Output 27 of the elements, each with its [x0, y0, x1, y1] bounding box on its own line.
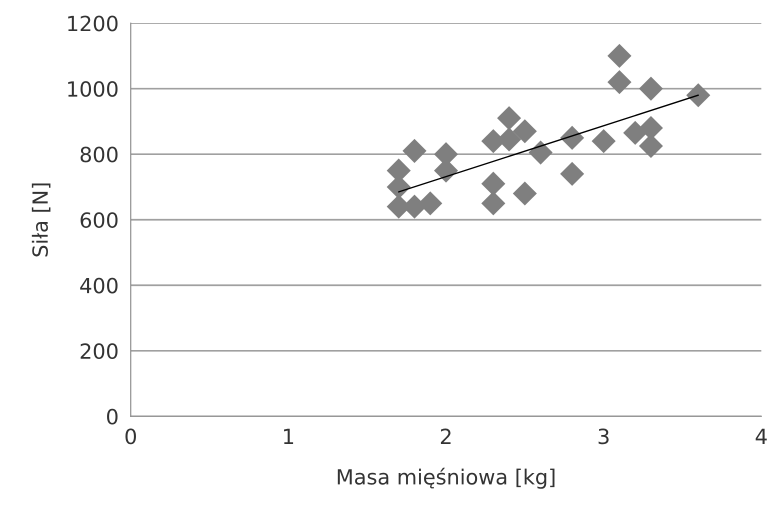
point	[402, 138, 427, 163]
x-tick-label: 2	[440, 428, 451, 444]
y-tick-label: 1000	[68, 81, 118, 97]
x-tick-label: 1	[284, 428, 294, 444]
point	[528, 140, 553, 165]
point	[623, 120, 648, 145]
point	[638, 76, 663, 101]
point	[512, 119, 537, 144]
x-tick-label: 3	[598, 428, 609, 444]
y-tick-label: 600	[80, 212, 118, 228]
y-tick-label: 0	[107, 408, 118, 425]
point	[592, 129, 616, 154]
point	[607, 70, 632, 94]
point	[686, 83, 710, 108]
x-tick-label: 0	[125, 428, 136, 444]
y-tick-label: 200	[80, 343, 118, 360]
y-tick-label: 400	[80, 278, 118, 294]
point	[560, 162, 584, 186]
point	[607, 44, 632, 68]
y-axis-title: Siła [N]	[32, 183, 50, 256]
x-axis-title: Masa mięśniowa [kg]	[338, 468, 554, 489]
point	[512, 181, 537, 206]
point	[560, 126, 584, 150]
y-tick-label: 800	[80, 146, 118, 162]
point	[497, 106, 522, 130]
y-tick-label: 1200	[68, 16, 118, 32]
x-tick-label: 4	[756, 428, 767, 444]
